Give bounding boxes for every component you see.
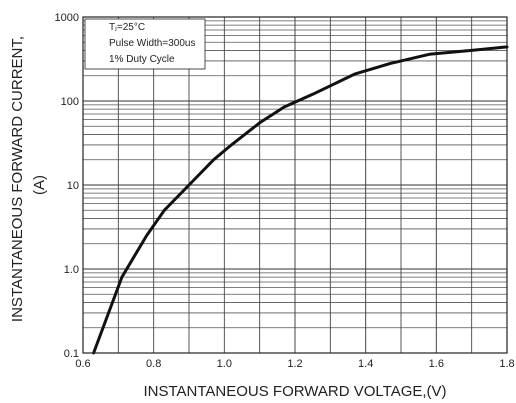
y-axis-label-line2: (A) — [31, 175, 48, 195]
y-tick-label: 1000 — [55, 12, 79, 24]
plot-frame — [82, 16, 508, 354]
y-axis-label-line1: INSTANTANEOUS FORWARD CURRENT, — [9, 36, 26, 322]
x-tick-label: 1.6 — [429, 358, 444, 370]
y-tick-label: 100 — [61, 96, 79, 108]
series-line — [92, 45, 509, 355]
legend-line: 1% Duty Cycle — [109, 54, 175, 65]
x-tick-label: 1.4 — [358, 358, 373, 370]
y-tick-label: 1.0 — [64, 264, 79, 276]
legend-box: Tⱼ=25°C Pulse Width=300us 1% Duty Cycle — [84, 18, 206, 70]
x-tick-label: 1.0 — [217, 358, 232, 370]
chart-grid — [83, 17, 507, 353]
series-layer — [92, 45, 509, 355]
legend-background — [84, 18, 206, 70]
y-tick-label: 0.1 — [64, 348, 79, 360]
x-axis-label: INSTANTANEOUS FORWARD VOLTAGE,(V) — [143, 383, 446, 400]
x-tick-label: 1.8 — [499, 358, 514, 370]
legend-line: Tⱼ=25°C — [109, 22, 145, 33]
legend-line: Pulse Width=300us — [109, 38, 195, 49]
x-tick-label: 0.8 — [146, 358, 161, 370]
x-tick-label: 1.2 — [287, 358, 302, 370]
x-tick-label: 0.6 — [75, 358, 90, 370]
y-tick-label: 10 — [67, 180, 79, 192]
axis-ticks: 0.6 0.8 1.0 1.2 1.4 1.6 1.8 0.1 1.0 10 100 1000 — [55, 12, 515, 370]
